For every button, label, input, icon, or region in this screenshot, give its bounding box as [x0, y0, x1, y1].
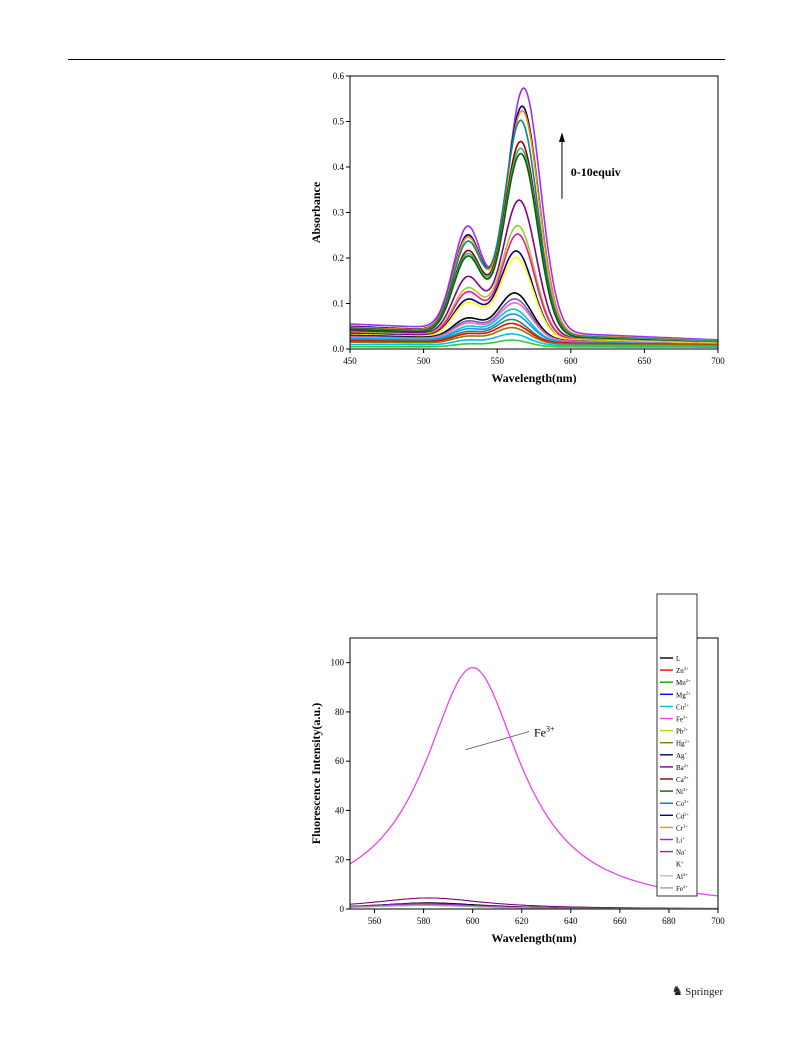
- x-tick-label: 680: [662, 916, 676, 926]
- x-tick-label: 580: [417, 916, 431, 926]
- x-tick-label: 660: [613, 916, 627, 926]
- x-tick-label: 450: [343, 356, 357, 366]
- legend-label: Zn2+: [676, 666, 689, 675]
- y-tick-label: 0.0: [333, 344, 345, 354]
- legend-label: Fe2+: [676, 884, 688, 893]
- legend-label: Al3+: [676, 872, 688, 881]
- legend-label: Co2+: [676, 799, 689, 808]
- legend-label: Cd2+: [676, 811, 689, 820]
- y-tick-label: 0.5: [333, 117, 345, 127]
- x-tick-label: 600: [466, 916, 480, 926]
- fluorescence-y-label: Fluorescence Intensity(a.u.): [309, 703, 323, 844]
- fe3-callout-line: [465, 731, 530, 751]
- titration-arrowhead: [558, 132, 565, 142]
- fluorescence-x-label: Wavelength(nm): [491, 931, 576, 945]
- absorbance-y-ticks: 0.0 0.1 0.2 0.3 0.4 0.5 0.6: [333, 71, 350, 354]
- y-tick-label: 20: [335, 855, 345, 865]
- fluorescence-x-ticks: 560 580 600 620 640 660 680 700: [368, 909, 725, 926]
- legend-label: Pb2+: [676, 727, 689, 736]
- y-tick-label: 100: [331, 658, 345, 668]
- x-tick-label: 550: [490, 356, 504, 366]
- y-tick-label: 60: [335, 756, 345, 766]
- absorbance-series-line: [350, 87, 719, 341]
- legend-label: Mg2+: [676, 690, 691, 699]
- legend-label: Na+: [676, 848, 687, 857]
- legend-label: Ni2+: [676, 787, 688, 796]
- springer-horse-icon: ♞: [671, 983, 684, 998]
- publisher-name: Springer: [685, 986, 723, 998]
- absorbance-x-ticks: 450 500 550 600 650 700: [343, 349, 725, 366]
- absorbance-y-label: Absorbance: [309, 181, 323, 243]
- absorbance-chart: 450 500 550 600 650 700 0.0 0.1 0.2 0.3 0.4 0.5 0.6…: [309, 71, 725, 385]
- absorbance-x-label: Wavelength(nm): [491, 371, 576, 385]
- fe3-annotation: Fe3+: [534, 725, 555, 740]
- absorbance-series-line: [350, 326, 719, 347]
- x-tick-label: 500: [417, 356, 431, 366]
- legend-label: L: [676, 655, 680, 663]
- ion-legend: L Zn2+ Mn2+ Mg2+ Cu2+ Fe3+ Pb2+ Hg2+ Ag+ Ba2+ Ca2+…: [660, 655, 691, 893]
- legend-label: Cu2+: [676, 702, 689, 711]
- legend-label: Ca2+: [676, 775, 689, 784]
- fluorescence-y-ticks: 0 20 40 60 80 100: [331, 658, 350, 914]
- y-tick-label: 40: [335, 805, 345, 815]
- absorbance-series-line: [349, 256, 718, 345]
- fe3-annotation-charge: 3+: [546, 725, 555, 734]
- y-tick-label: 0.2: [333, 253, 344, 263]
- absorbance-series-line: [349, 105, 719, 343]
- y-tick-label: 0.3: [333, 208, 345, 218]
- legend-label: Li+: [676, 836, 685, 845]
- absorbance-series-line: [350, 109, 718, 342]
- y-tick-label: 80: [335, 707, 345, 717]
- legend-label: K+: [676, 860, 684, 869]
- legend-label: Mn2+: [676, 678, 691, 687]
- x-tick-label: 560: [368, 916, 382, 926]
- absorbance-series-line: [350, 339, 718, 348]
- absorbance-plot-frame: [349, 75, 719, 350]
- absorbance-series-line: [349, 152, 718, 344]
- x-tick-label: 700: [711, 916, 725, 926]
- absorbance-series-group: [349, 87, 719, 348]
- x-tick-label: 600: [564, 356, 578, 366]
- publisher-footer: ♞ Springer: [671, 983, 723, 999]
- x-tick-label: 650: [638, 356, 652, 366]
- legend-label: Fe3+: [676, 715, 688, 724]
- legend-label: Cr3+: [676, 823, 688, 832]
- y-tick-label: 0.4: [333, 162, 345, 172]
- y-tick-label: 0: [340, 904, 345, 914]
- legend-label: Hg2+: [676, 739, 690, 748]
- legend-label: Ba2+: [676, 763, 689, 772]
- fluorescence-plot-frame: [349, 637, 719, 910]
- x-tick-label: 640: [564, 916, 578, 926]
- legend-label: Ag+: [676, 751, 688, 760]
- fluorescence-chart: 560 580 600 620 640 660 680 700 0 20 40 60 80 100 Wa…: [309, 593, 725, 945]
- fe3-annotation-symbol: Fe: [534, 726, 546, 740]
- x-tick-label: 620: [515, 916, 529, 926]
- x-tick-label: 700: [711, 356, 725, 366]
- ion-legend-box: [656, 593, 698, 897]
- header-rule: [68, 59, 725, 60]
- titration-annotation: 0-10equiv: [571, 165, 621, 179]
- y-tick-label: 0.6: [333, 71, 345, 81]
- absorbance-series-line: [349, 333, 718, 348]
- y-tick-label: 0.1: [333, 299, 344, 309]
